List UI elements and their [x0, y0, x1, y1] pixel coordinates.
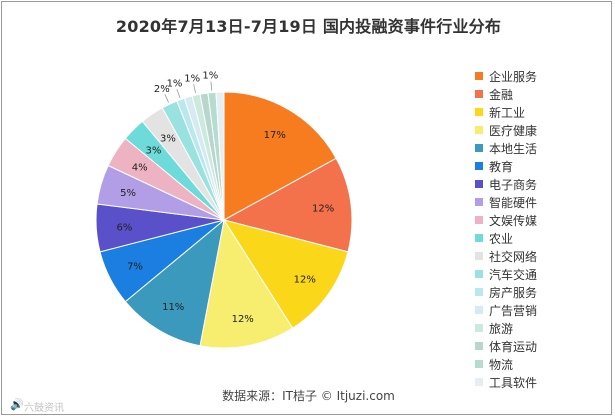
- legend-item-15: 体育运动: [475, 337, 537, 355]
- legend-label-2: 新工业: [489, 105, 526, 120]
- legend-label-1: 金融: [489, 87, 514, 102]
- data-label-5: 7%: [127, 261, 143, 272]
- legend-label-9: 农业: [489, 231, 514, 246]
- legend-item-7: 智能硬件: [475, 193, 537, 211]
- legend-swatch-5: [475, 162, 483, 170]
- legend-item-14: 旅游: [475, 319, 537, 337]
- legend-item-13: 广告营销: [475, 301, 537, 319]
- leader-line-14: [193, 84, 196, 94]
- leader-line-16: [210, 81, 213, 91]
- legend-item-8: 文娱传媒: [475, 211, 537, 229]
- legend-swatch-14: [475, 324, 483, 332]
- legend-label-7: 智能硬件: [489, 195, 538, 210]
- legend-swatch-8: [475, 216, 483, 224]
- legend-label-8: 文娱传媒: [489, 213, 538, 228]
- legend-label-4: 本地生活: [489, 141, 538, 156]
- legend-label-0: 企业服务: [489, 69, 538, 84]
- legend-item-4: 本地生活: [475, 139, 537, 157]
- legend-item-9: 农业: [475, 229, 537, 247]
- legend-label-11: 汽车交通: [489, 267, 538, 282]
- data-label-1: 12%: [312, 204, 334, 215]
- legend-label-6: 电子商务: [489, 177, 538, 192]
- data-label-2: 12%: [294, 275, 316, 286]
- leader-line-11: [164, 94, 169, 103]
- legend-label-14: 旅游: [489, 321, 514, 336]
- data-label-6: 6%: [116, 222, 132, 233]
- legend-swatch-1: [475, 90, 483, 98]
- data-label-12: 1%: [167, 79, 183, 90]
- legend-label-17: 工具软件: [489, 375, 538, 390]
- legend-item-17: 工具软件: [475, 373, 537, 391]
- legend-swatch-13: [475, 306, 483, 314]
- legend-label-10: 社交网络: [489, 249, 538, 264]
- legend-item-10: 社交网络: [475, 247, 537, 265]
- legend-swatch-3: [475, 126, 483, 134]
- sound-wave-icon: 🔊: [10, 398, 24, 411]
- legend-label-5: 教育: [489, 159, 514, 174]
- legend-swatch-16: [475, 360, 483, 368]
- legend-item-1: 金融: [475, 85, 537, 103]
- legend-label-13: 广告营销: [489, 303, 538, 318]
- legend-swatch-10: [475, 252, 483, 260]
- legend-label-16: 物流: [489, 357, 514, 372]
- leader-line-12: [176, 89, 181, 98]
- legend-swatch-9: [475, 234, 483, 242]
- legend-swatch-11: [475, 270, 483, 278]
- legend-swatch-12: [475, 288, 483, 296]
- legend-item-16: 物流: [475, 355, 537, 373]
- pie-slice-1: [222, 157, 353, 253]
- data-label-9: 3%: [145, 145, 161, 156]
- legend-swatch-15: [475, 342, 483, 350]
- legend-swatch-7: [475, 198, 483, 206]
- data-label-4: 11%: [162, 302, 184, 313]
- legend-item-3: 医疗健康: [475, 121, 537, 139]
- legend-swatch-0: [475, 72, 483, 80]
- data-label-16: 1%: [202, 71, 218, 82]
- legend-label-15: 体育运动: [489, 339, 538, 354]
- pie-slice-2: [222, 219, 349, 329]
- watermark-text: 六鼓资讯: [24, 403, 64, 414]
- legend-swatch-4: [475, 144, 483, 152]
- legend-item-12: 房产服务: [475, 283, 537, 301]
- data-label-7: 5%: [120, 188, 136, 199]
- legend-item-5: 教育: [475, 157, 537, 175]
- data-label-11: 2%: [154, 84, 170, 95]
- legend-item-2: 新工业: [475, 103, 537, 121]
- data-label-14: 1%: [184, 74, 200, 85]
- data-label-8: 4%: [132, 163, 148, 174]
- pie-slice-17: [215, 91, 225, 221]
- legend-label-12: 房产服务: [489, 285, 538, 300]
- source-note: 数据来源：IT桔子 © Itjuzi.com: [222, 389, 395, 403]
- legend-item-0: 企业服务: [475, 67, 537, 85]
- legend-swatch-6: [475, 180, 483, 188]
- data-label-3: 12%: [232, 314, 254, 325]
- legend-swatch-2: [475, 108, 483, 116]
- legend-swatch-17: [475, 378, 483, 386]
- legend-item-6: 电子商务: [475, 175, 537, 193]
- pie-slice-4: [124, 218, 225, 347]
- data-label-0: 17%: [264, 130, 286, 141]
- pie-slice-3: [199, 218, 294, 349]
- chart-title: 2020年7月13日-7月19日 国内投融资事件行业分布: [115, 17, 502, 36]
- legend-label-3: 医疗健康: [489, 123, 538, 138]
- legend-item-11: 汽车交通: [475, 265, 537, 283]
- chart-legend: 企业服务金融新工业医疗健康本地生活教育电子商务智能硬件文娱传媒农业社交网络汽车交…: [475, 67, 537, 391]
- data-label-10: 3%: [160, 133, 176, 144]
- pie-slice-0: [223, 91, 337, 221]
